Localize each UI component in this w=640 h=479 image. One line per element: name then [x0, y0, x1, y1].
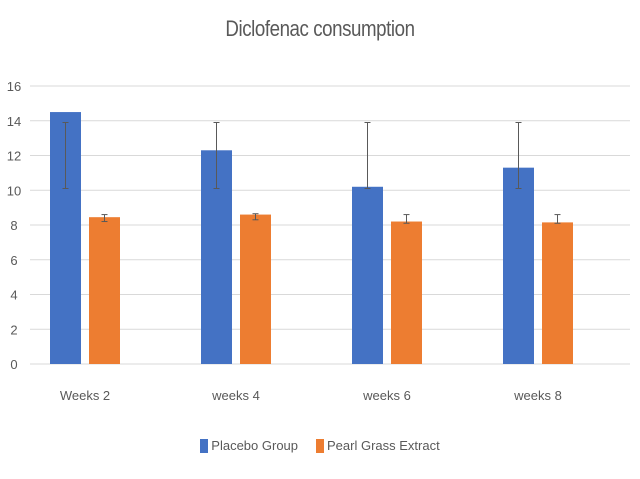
y-tick-label: 2 [10, 322, 17, 337]
error-bar [62, 121, 69, 190]
x-tick-label: weeks 4 [211, 388, 260, 403]
x-tick-label: weeks 8 [513, 388, 562, 403]
y-tick-label: 12 [7, 149, 21, 164]
bar-pearl-grass [89, 217, 120, 364]
legend-item-placebo: Placebo Group [200, 438, 298, 453]
bar-placebo [503, 167, 534, 364]
error-bars [62, 121, 561, 224]
x-tick-label: weeks 6 [362, 388, 411, 403]
y-tick-label: 4 [10, 288, 17, 303]
legend-label-pearl-grass: Pearl Grass Extract [327, 438, 440, 453]
error-bar [364, 121, 371, 190]
error-bar [515, 121, 522, 190]
y-tick-label: 16 [7, 79, 21, 94]
y-tick-label: 10 [7, 183, 21, 198]
y-axis-labels: 0 2 4 6 8 10 12 14 16 [7, 79, 21, 372]
chart-title: Diclofenac consumption [225, 16, 415, 41]
x-tick-label: Weeks 2 [60, 388, 110, 403]
error-bar [403, 214, 410, 224]
bar-placebo [352, 186, 383, 364]
gridlines [30, 85, 630, 365]
legend-swatch-placebo [200, 438, 209, 453]
y-tick-label: 0 [10, 357, 17, 372]
legend-swatch-pearl-grass [316, 438, 325, 453]
error-bar [554, 214, 561, 224]
bars [50, 112, 573, 364]
y-tick-label: 8 [10, 218, 17, 233]
error-bar [101, 214, 108, 223]
bar-pearl-grass [542, 222, 573, 364]
error-bar [213, 121, 220, 190]
legend-item-pearl-grass: Pearl Grass Extract [316, 438, 440, 453]
bar-pearl-grass [240, 214, 271, 364]
error-bar [252, 213, 259, 221]
y-tick-label: 14 [7, 114, 21, 129]
bar-pearl-grass [391, 221, 422, 364]
y-tick-label: 6 [10, 253, 17, 268]
x-axis-labels: Weeks 2 weeks 4 weeks 6 weeks 8 [60, 388, 562, 403]
legend: Placebo Group Pearl Grass Extract [0, 438, 640, 453]
legend-label-placebo: Placebo Group [211, 438, 299, 453]
